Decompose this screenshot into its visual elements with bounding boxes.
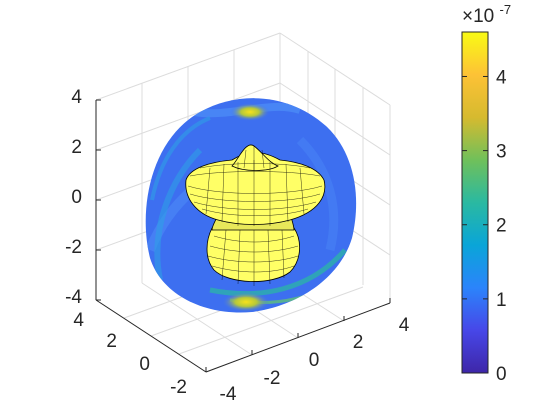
z-tick-label: -2 xyxy=(65,237,82,258)
z-tick-labels: 4 2 0 -2 -4 xyxy=(65,87,82,308)
pattern-upper-lobe xyxy=(185,152,326,225)
colorbar-tick-label: 2 xyxy=(496,216,507,237)
colorbar-tick-label: 1 xyxy=(496,290,507,311)
colorbar-tick-label: 0 xyxy=(496,364,507,385)
colorbar-exponent-base: ×10 xyxy=(462,6,494,27)
z-tick-label: -4 xyxy=(65,287,82,308)
colorbar: 0 1 2 3 4 ×10 -7 xyxy=(461,2,511,385)
x-tick-label: -4 xyxy=(220,384,237,405)
x-tick-label: 0 xyxy=(309,350,320,371)
y-axis-line xyxy=(95,299,207,373)
y-tick-label: 4 xyxy=(73,310,84,331)
x-tick-label: -2 xyxy=(264,368,281,389)
pattern-mesh xyxy=(187,146,323,286)
x-tick-label: 4 xyxy=(399,315,410,336)
colorbar-tick-labels: 0 1 2 3 4 xyxy=(496,67,507,385)
axis-ticks xyxy=(96,99,391,372)
z-tick-label: 0 xyxy=(71,187,82,208)
colorbar-exponent: ×10 -7 xyxy=(462,2,511,27)
z-tick-label: 2 xyxy=(71,137,82,158)
pattern-surface xyxy=(185,144,326,282)
colorbar-ticks xyxy=(462,75,488,374)
y-tick-labels: 4 2 0 -2 xyxy=(73,310,187,398)
colorbar-tick-label: 4 xyxy=(496,67,507,88)
y-tick-label: -2 xyxy=(170,377,187,398)
y-tick-label: 2 xyxy=(106,331,117,352)
x-tick-label: 2 xyxy=(353,332,364,353)
colorbar-strip xyxy=(461,31,489,374)
pattern-top-peak xyxy=(231,144,279,171)
y-tick-label: 0 xyxy=(139,354,150,375)
colorbar-exponent-power: -7 xyxy=(500,2,512,17)
x-tick-labels: -4 -2 0 2 4 xyxy=(220,315,410,405)
z-tick-label: 4 xyxy=(71,87,82,108)
pattern-lower-lobe xyxy=(206,227,300,282)
colorbar-tick-label: 3 xyxy=(496,142,507,163)
